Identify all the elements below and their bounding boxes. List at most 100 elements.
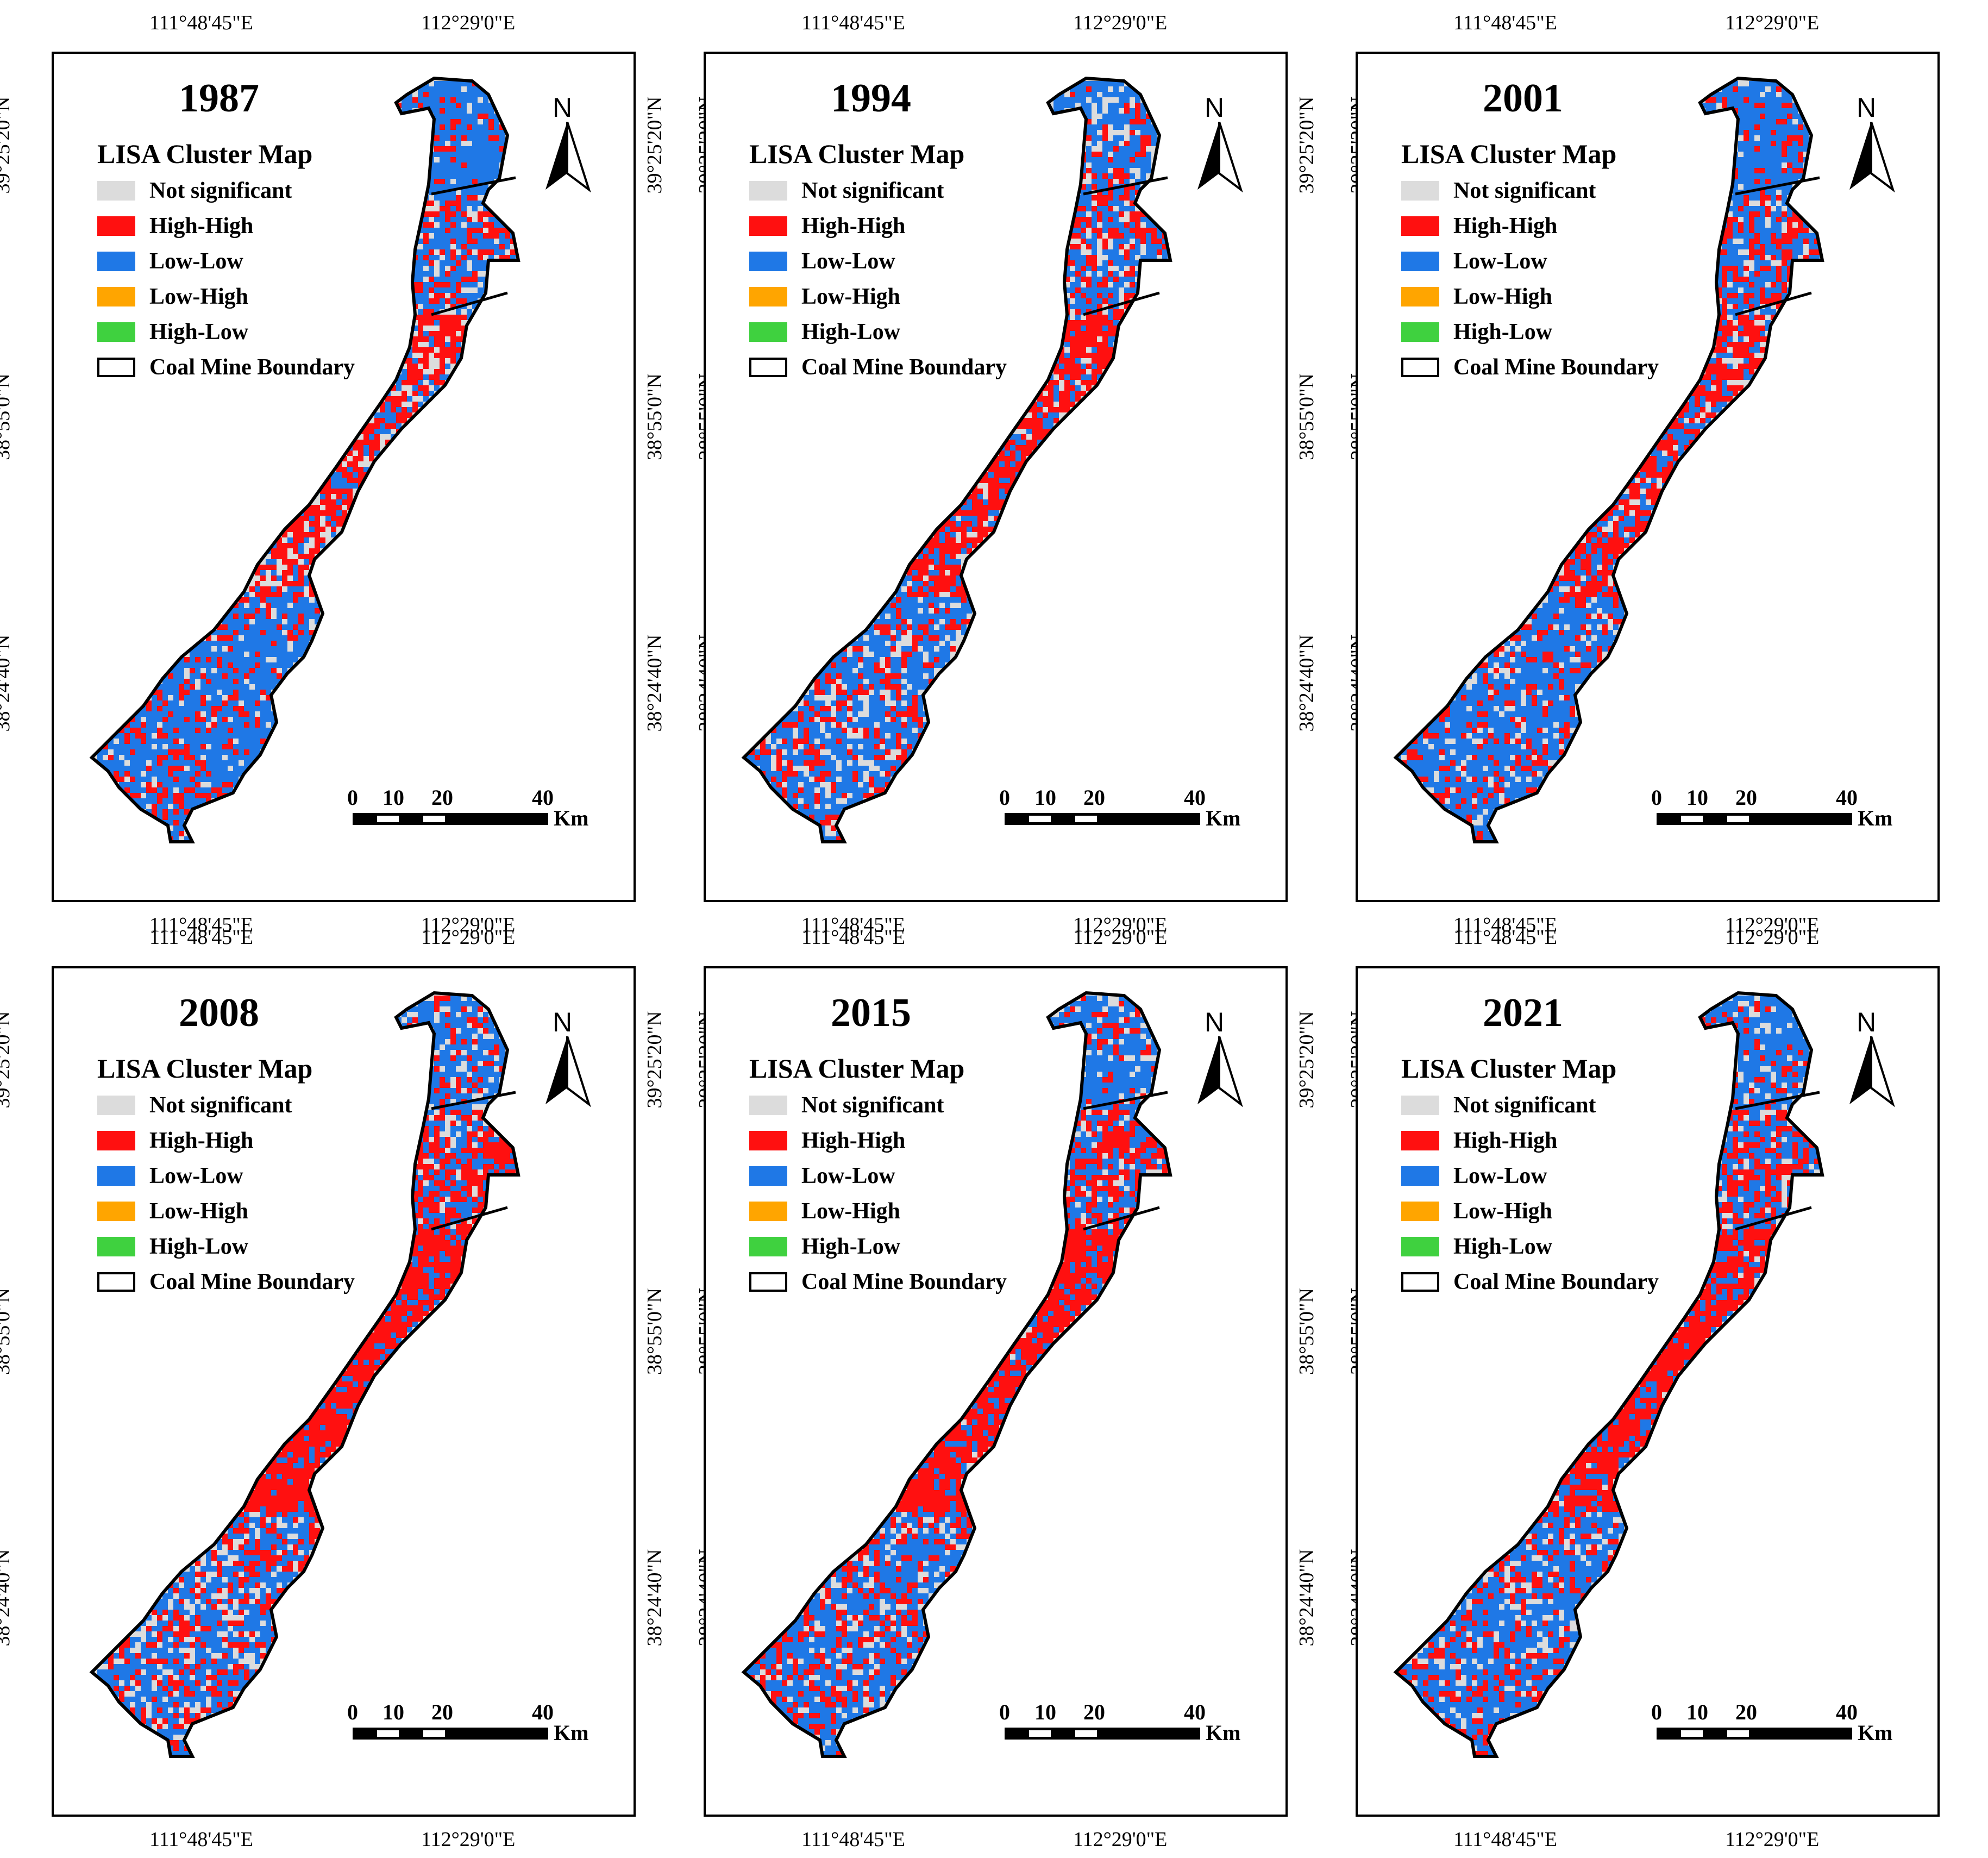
cluster-cell — [445, 364, 450, 369]
cluster-cell — [179, 717, 184, 722]
cluster-cell — [994, 456, 999, 461]
cluster-cell — [304, 614, 309, 619]
cluster-cell — [1586, 581, 1591, 586]
cluster-cell — [440, 347, 445, 353]
cluster-cell — [1733, 173, 1738, 179]
cluster-cell — [1439, 733, 1445, 739]
cluster-cell — [1711, 391, 1716, 396]
cluster-cell — [287, 657, 293, 662]
cluster-cell — [1445, 706, 1450, 711]
cluster-cell — [1689, 407, 1695, 412]
cluster-cell — [249, 717, 255, 722]
cluster-cell — [1581, 641, 1586, 646]
cluster-cell — [847, 662, 852, 668]
cluster-cell — [1754, 108, 1760, 114]
cluster-cell — [325, 489, 331, 494]
cluster-cell — [423, 233, 429, 239]
cluster-cell — [173, 831, 179, 836]
cluster-cell — [277, 597, 282, 603]
cluster-cell — [1771, 130, 1776, 135]
cluster-cell — [809, 804, 814, 809]
map-frame: 2001 LISA Cluster Map Not significant Hig… — [1356, 52, 1940, 902]
cluster-cell — [1499, 739, 1504, 744]
cluster-cell — [1695, 407, 1700, 412]
cluster-cell — [1608, 516, 1613, 521]
cluster-cell — [1695, 402, 1700, 407]
cluster-cell — [831, 804, 836, 809]
cluster-cell — [255, 657, 260, 662]
cluster-cell — [233, 711, 239, 717]
cluster-cell — [1043, 402, 1048, 407]
cluster-cell — [1113, 320, 1119, 326]
cluster-cell — [173, 815, 179, 820]
cluster-cell — [190, 700, 195, 706]
cluster-cell — [1744, 146, 1749, 152]
cluster-cell — [195, 711, 200, 717]
cluster-cell — [1727, 97, 1733, 103]
cluster-cell — [380, 423, 385, 429]
cluster-cell — [434, 277, 440, 282]
cluster-cell — [1456, 706, 1461, 711]
cluster-cell — [478, 211, 483, 217]
cluster-cell — [108, 755, 114, 760]
cluster-cell — [162, 717, 168, 722]
cluster-cell — [456, 271, 461, 277]
cluster-cell — [1776, 244, 1782, 249]
cluster-cell — [179, 787, 184, 793]
lat-label-left-top: 39°25'20"N — [643, 96, 666, 194]
cluster-cell — [1586, 537, 1591, 543]
cluster-cell — [869, 700, 874, 706]
cluster-cell — [249, 624, 255, 630]
cluster-cell — [1597, 570, 1602, 575]
north-arrow-icon — [1197, 122, 1243, 192]
cluster-cell — [233, 630, 239, 635]
cluster-cell — [239, 646, 244, 652]
cluster-cell — [1787, 146, 1792, 152]
cluster-cell — [1542, 652, 1548, 657]
cluster-cell — [874, 652, 880, 657]
cluster-cell — [1092, 320, 1097, 326]
cluster-cell — [233, 657, 239, 662]
cluster-cell — [211, 652, 217, 657]
cluster-cell — [195, 787, 200, 793]
cluster-cell — [972, 489, 977, 494]
cluster-cell — [467, 222, 472, 228]
cluster-cell — [1553, 619, 1559, 624]
cluster-cell — [939, 646, 945, 652]
cluster-cell — [977, 489, 983, 494]
cluster-cell — [1059, 358, 1064, 364]
cluster-cell — [956, 614, 961, 619]
cluster-cell — [1092, 358, 1097, 364]
cluster-cell — [1081, 342, 1086, 347]
cluster-cell — [1705, 391, 1711, 396]
cluster-cell — [211, 728, 217, 733]
cluster-cell — [1015, 445, 1021, 451]
cluster-cell — [1494, 711, 1499, 717]
cluster-cell — [1727, 364, 1733, 369]
cluster-cell — [1798, 233, 1803, 239]
cluster-cell — [1532, 630, 1537, 635]
cluster-cell — [1787, 239, 1792, 244]
cluster-cell — [1559, 673, 1564, 679]
cluster-cell — [1705, 396, 1711, 402]
cluster-cell — [217, 717, 222, 722]
cluster-cell — [233, 662, 239, 668]
cluster-cell — [1092, 162, 1097, 168]
cluster-cell — [472, 190, 478, 195]
cluster-cell — [277, 630, 282, 635]
cluster-cell — [798, 777, 804, 782]
cluster-cell — [483, 124, 488, 130]
cluster-cell — [130, 760, 135, 766]
cluster-cell — [983, 527, 988, 532]
cluster-cell — [1466, 739, 1472, 744]
cluster-cell — [1102, 298, 1108, 304]
cluster-cell — [1423, 749, 1428, 755]
cluster-cell — [1510, 717, 1515, 722]
cluster-cell — [1081, 211, 1086, 217]
cluster-cell — [1466, 744, 1472, 749]
cluster-cell — [1749, 190, 1754, 195]
cluster-cell — [266, 592, 271, 597]
cluster-cell — [233, 614, 239, 619]
cluster-cell — [260, 700, 266, 706]
cluster-cell — [907, 603, 912, 608]
